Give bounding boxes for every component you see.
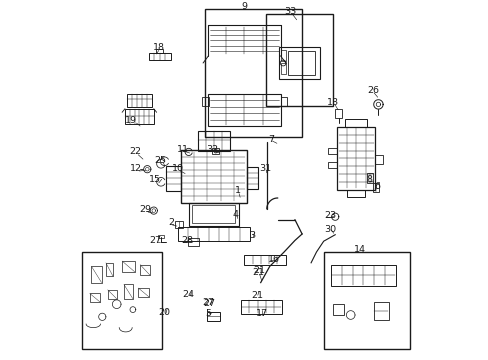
Bar [374, 155, 382, 164]
Bar [335, 109, 342, 118]
Bar [346, 190, 365, 197]
Text: 33: 33 [284, 7, 296, 16]
Text: 10: 10 [172, 164, 183, 173]
Text: 28: 28 [181, 236, 193, 245]
Bar [327, 162, 337, 168]
Bar [265, 14, 332, 106]
Bar [106, 263, 113, 276]
Bar [166, 166, 181, 191]
Bar [180, 150, 247, 202]
Bar [241, 300, 282, 314]
Text: 1: 1 [235, 186, 241, 195]
Text: 24: 24 [183, 290, 194, 299]
Bar [187, 238, 199, 246]
Bar [202, 97, 208, 106]
Text: 21: 21 [250, 291, 263, 300]
Text: 5: 5 [205, 309, 211, 318]
Bar [149, 53, 170, 60]
Text: 16: 16 [267, 255, 280, 264]
Bar [122, 261, 134, 272]
Text: 23: 23 [324, 211, 336, 220]
Bar [197, 130, 230, 151]
Bar [126, 94, 152, 107]
Text: 14: 14 [353, 245, 365, 254]
Text: 17: 17 [255, 309, 267, 318]
Text: 31: 31 [259, 164, 271, 173]
Text: 21: 21 [252, 266, 264, 275]
Text: 11: 11 [177, 145, 189, 154]
Bar [107, 290, 117, 299]
Bar [188, 202, 239, 226]
Bar [278, 47, 319, 79]
Text: 13: 13 [326, 98, 338, 107]
Bar [280, 97, 286, 106]
Text: 12: 12 [129, 164, 142, 173]
Text: 8: 8 [366, 175, 372, 184]
Text: 3: 3 [249, 231, 255, 240]
Bar [91, 266, 102, 283]
Text: 19: 19 [125, 116, 137, 125]
Bar [281, 63, 285, 74]
Bar [123, 284, 133, 299]
Bar [174, 221, 183, 228]
Text: 30: 30 [324, 225, 336, 234]
Bar [323, 252, 409, 349]
Text: 9: 9 [241, 2, 247, 11]
Text: 32: 32 [205, 145, 218, 154]
Bar [138, 288, 149, 297]
Bar [247, 167, 258, 189]
Bar [140, 265, 150, 275]
Text: 25: 25 [154, 156, 165, 165]
Bar [89, 293, 101, 302]
Text: 27: 27 [202, 298, 214, 307]
Bar [82, 252, 162, 349]
Bar [372, 183, 378, 192]
Text: 22: 22 [129, 148, 142, 156]
Bar [287, 51, 315, 75]
Bar [212, 148, 219, 154]
Bar [332, 304, 344, 315]
Bar [330, 265, 395, 286]
Text: 27: 27 [203, 299, 215, 308]
Text: 21: 21 [252, 269, 264, 277]
Bar [204, 9, 302, 137]
Bar [178, 227, 249, 241]
Bar [156, 49, 163, 53]
Bar [281, 50, 285, 61]
Bar [345, 119, 366, 127]
Text: 6: 6 [374, 182, 380, 191]
Bar [373, 302, 387, 320]
Text: 2: 2 [168, 218, 174, 227]
Bar [327, 148, 337, 154]
Text: 7: 7 [268, 135, 274, 144]
Bar [192, 205, 235, 222]
Bar [208, 94, 280, 126]
Bar [158, 235, 163, 238]
Text: 27: 27 [149, 236, 161, 245]
Text: 18: 18 [153, 43, 164, 52]
Bar [337, 127, 374, 190]
Text: 29: 29 [139, 205, 151, 214]
Bar [366, 173, 372, 183]
Bar [125, 109, 153, 124]
Text: 20: 20 [158, 308, 170, 317]
Text: 26: 26 [366, 86, 379, 95]
Bar [244, 255, 285, 265]
Text: 15: 15 [149, 175, 161, 184]
Text: 4: 4 [232, 210, 238, 219]
Bar [206, 312, 219, 321]
